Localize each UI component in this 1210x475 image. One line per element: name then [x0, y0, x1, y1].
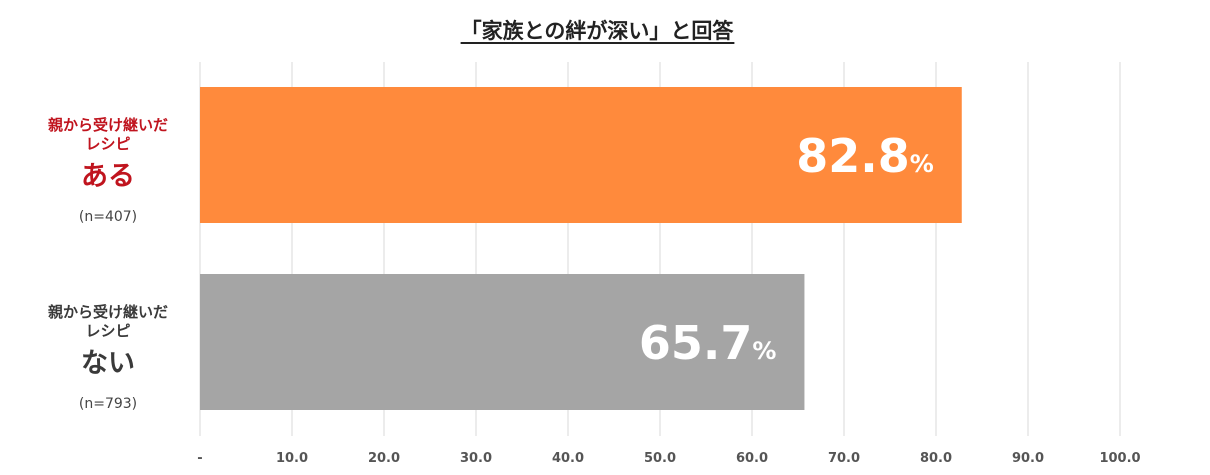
- chart-title-text: 「家族との絆が深い」と回答: [461, 19, 735, 43]
- x-tick-label: 60.0: [736, 451, 768, 466]
- x-tick-label: 70.0: [828, 451, 860, 466]
- x-tick-label: 90.0: [1012, 451, 1044, 466]
- bar-value-number: 65.7: [639, 316, 753, 370]
- bar-value-label: 65.7%: [639, 316, 777, 370]
- value-labels: 82.8%65.7%: [639, 129, 934, 370]
- bar-value-unit: %: [752, 337, 776, 365]
- category-sample-size: (n=407): [79, 209, 137, 225]
- x-tick-label: 10.0: [276, 451, 308, 466]
- bar-value-unit: %: [910, 150, 934, 178]
- category-sample-size: (n=793): [79, 396, 137, 412]
- bar: [200, 274, 805, 410]
- category-label-line1: 親から受け継いだ: [48, 116, 168, 134]
- category-label-emphasis: ない: [81, 348, 135, 379]
- x-tick-label: 30.0: [460, 451, 492, 466]
- category-label-line2: レシピ: [85, 322, 130, 340]
- category-label-line1: 親から受け継いだ: [48, 303, 168, 321]
- bars: [200, 87, 962, 410]
- x-tick-label: 40.0: [552, 451, 584, 466]
- x-tick-label: 100.0: [1099, 451, 1140, 466]
- x-tick-label: -: [197, 451, 202, 466]
- category-label-emphasis: ある: [81, 161, 135, 192]
- chart-title: 「家族との絆が深い」と回答: [460, 19, 735, 44]
- x-axis-ticks: - 10.0 20.0 30.0 40.0 50.0 60.0 70.0 80.0 90.0 100…: [197, 451, 1140, 466]
- category-label-line2: レシピ: [85, 135, 130, 153]
- x-tick-label: 80.0: [920, 451, 952, 466]
- x-tick-label: 50.0: [644, 451, 676, 466]
- bar-value-number: 82.8: [796, 129, 910, 183]
- x-tick-label: 20.0: [368, 451, 400, 466]
- bar-value-label: 82.8%: [796, 129, 934, 183]
- bar: [200, 87, 962, 223]
